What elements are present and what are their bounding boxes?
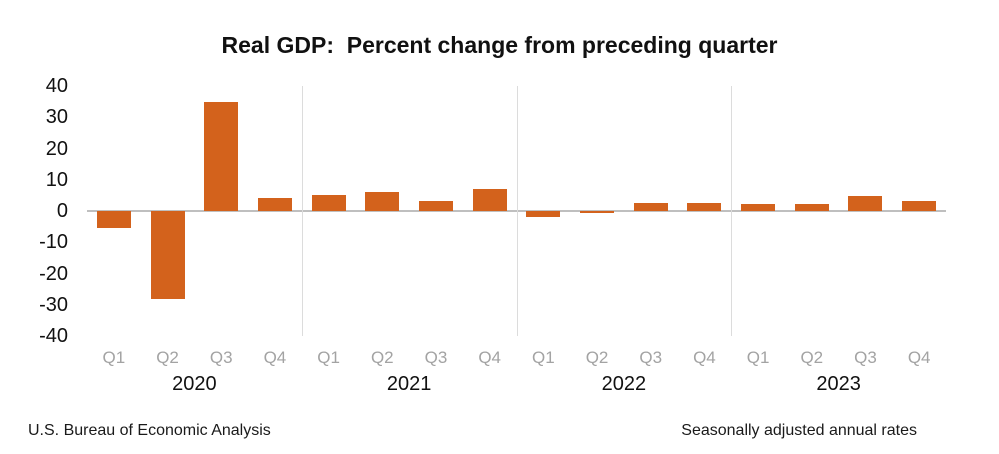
x-axis-quarter-label: Q4 — [693, 348, 716, 367]
source-note: U.S. Bureau of Economic Analysis — [28, 422, 271, 439]
y-axis-tick-label: 30 — [45, 106, 68, 129]
gdp-bar — [526, 211, 561, 218]
gdp-bar — [580, 211, 615, 213]
y-axis-tick-label: 40 — [45, 75, 68, 97]
gdp-bar — [848, 195, 883, 211]
gdp-bar — [902, 200, 937, 211]
x-axis-quarter-label: Q2 — [370, 348, 394, 367]
x-axis-quarter-label: Q4 — [478, 348, 501, 367]
gdp-bar — [633, 202, 668, 211]
gdp-bar — [418, 200, 453, 211]
y-axis-tick-label: -40 — [39, 325, 68, 347]
x-axis-quarter-label: Q1 — [532, 348, 555, 367]
x-axis-quarter-label: Q2 — [156, 348, 179, 367]
gdp-bar — [794, 204, 829, 211]
y-axis-tick-label: 20 — [45, 137, 68, 160]
x-axis-quarter-label: Q2 — [800, 348, 824, 367]
gdp-bar — [150, 211, 185, 299]
chart-title: Real GDP: Percent change from preceding … — [221, 32, 778, 58]
x-axis-quarter-label: Q3 — [424, 348, 448, 367]
y-axis-tick-label: -20 — [39, 262, 68, 285]
x-axis-year-label: 2023 — [816, 373, 861, 395]
x-axis-quarter-label: Q2 — [585, 348, 609, 367]
year-separator-line — [516, 86, 518, 336]
x-axis-quarter-label: Q3 — [209, 348, 233, 367]
gdp-bar — [741, 204, 776, 211]
gdp-bar — [365, 191, 400, 211]
gdp-bar — [472, 189, 507, 211]
gdp-bar — [311, 194, 346, 211]
x-axis-quarter-label: Q4 — [263, 348, 287, 367]
adjustment-note: Seasonally adjusted annual rates — [681, 422, 917, 439]
x-axis-year-label: 2022 — [601, 373, 647, 395]
y-axis-tick-label: 10 — [45, 168, 68, 191]
gdp-bar — [257, 197, 292, 211]
x-axis-quarter-label: Q1 — [746, 348, 770, 367]
x-axis-year-label: 2021 — [386, 373, 432, 395]
x-axis-quarter-label: Q4 — [907, 348, 931, 367]
y-axis-tick-label: 0 — [56, 200, 68, 222]
year-separator-line — [301, 86, 303, 336]
x-axis-quarter-label: Q3 — [639, 348, 663, 367]
y-axis-tick-label: -10 — [39, 231, 68, 254]
gdp-bar — [687, 202, 722, 211]
y-axis-tick-label: -30 — [39, 293, 68, 316]
x-axis-quarter-label: Q3 — [854, 348, 877, 367]
gdp-bar — [204, 102, 239, 211]
x-axis-quarter-label: Q1 — [102, 348, 126, 367]
year-separator-line — [731, 86, 733, 336]
x-axis-quarter-label: Q1 — [317, 348, 340, 367]
gdp-bar — [96, 211, 131, 228]
x-axis-year-label: 2020 — [172, 373, 217, 395]
